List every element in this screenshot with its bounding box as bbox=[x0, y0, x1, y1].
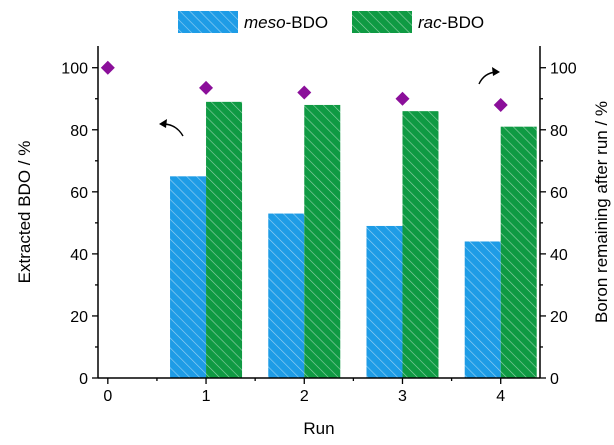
y-left-tick-label-0: 0 bbox=[79, 371, 88, 388]
y-left-tick-label-80: 80 bbox=[70, 123, 88, 140]
legend-label-rac-rest: -BDO bbox=[442, 13, 485, 32]
y-left-tick-label-100: 100 bbox=[61, 61, 88, 78]
bar-meso-run-4 bbox=[464, 241, 501, 378]
legend: meso-BDO rac-BDO bbox=[178, 11, 484, 33]
boron-point-run-3 bbox=[395, 91, 410, 106]
y-left-tick-label-40: 40 bbox=[70, 247, 88, 264]
y-left-tick-label-60: 60 bbox=[70, 185, 88, 202]
bar-meso-run-3 bbox=[366, 225, 403, 378]
y-right-tick-label-100: 100 bbox=[550, 61, 577, 78]
legend-label-meso-rest: -BDO bbox=[286, 13, 329, 32]
bar-meso-run-1 bbox=[170, 176, 207, 378]
left-axis-arrow-head-icon bbox=[159, 119, 167, 128]
x-tick-label-3: 3 bbox=[398, 388, 407, 405]
legend-swatch-rac bbox=[352, 11, 412, 33]
x-axis-title: Run bbox=[303, 419, 334, 438]
legend-label-rac: rac-BDO bbox=[418, 13, 484, 32]
bar-rac-run-3 bbox=[402, 111, 439, 379]
y-axis-title-left: Extracted BDO / % bbox=[15, 141, 34, 284]
right-axis-arrow-head-icon bbox=[492, 67, 500, 76]
bar-rac-run-1 bbox=[206, 101, 243, 378]
boron-point-run-2 bbox=[297, 85, 312, 100]
bar-meso-run-2 bbox=[268, 213, 305, 378]
legend-label-rac-italic: rac bbox=[418, 13, 442, 32]
boron-point-run-4 bbox=[493, 97, 508, 112]
y-right-tick-label-20: 20 bbox=[550, 309, 568, 326]
y-right-tick-label-80: 80 bbox=[550, 123, 568, 140]
y-axis-title-right: Boron remaining after run / % bbox=[592, 101, 611, 323]
x-tick-label-1: 1 bbox=[202, 388, 211, 405]
boron-point-run-1 bbox=[199, 80, 214, 95]
x-tick-label-0: 0 bbox=[103, 388, 112, 405]
boron-point-run-0 bbox=[100, 60, 115, 75]
bar-rac-run-4 bbox=[500, 126, 537, 378]
legend-label-meso-italic: meso bbox=[244, 13, 286, 32]
y-right-tick-label-0: 0 bbox=[550, 371, 559, 388]
legend-label-meso: meso-BDO bbox=[244, 13, 328, 32]
points-group bbox=[100, 60, 508, 112]
axes-group bbox=[97, 46, 541, 379]
x-tick-label-4: 4 bbox=[496, 388, 505, 405]
y-right-tick-label-60: 60 bbox=[550, 185, 568, 202]
bars-group bbox=[170, 101, 537, 379]
legend-swatch-meso bbox=[178, 11, 238, 33]
y-right-tick-label-40: 40 bbox=[550, 247, 568, 264]
bar-rac-run-2 bbox=[304, 104, 341, 378]
x-tick-label-2: 2 bbox=[300, 388, 309, 405]
y-left-tick-label-20: 20 bbox=[70, 309, 88, 326]
